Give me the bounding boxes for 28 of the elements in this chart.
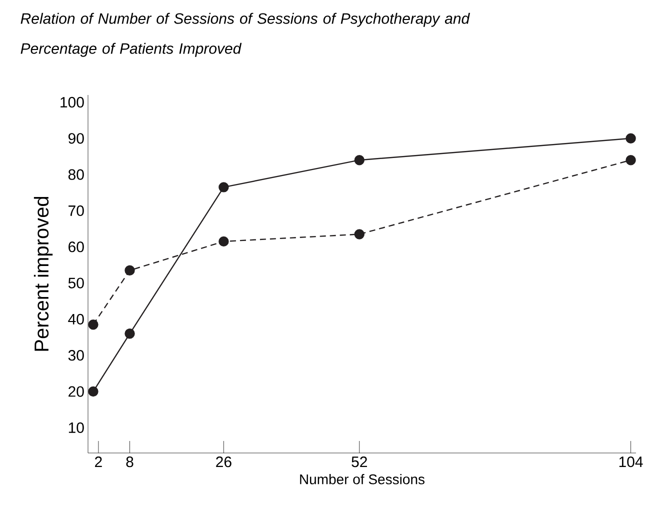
y-tick-label: 50 (68, 278, 84, 288)
y-axis-title: Percent improved (34, 196, 53, 351)
point (218, 182, 229, 192)
y-tick-label: 70 (68, 205, 84, 216)
point (124, 265, 135, 276)
y-tick-label: 80 (68, 169, 84, 180)
point (626, 133, 636, 144)
y-tick-label: 60 (68, 242, 84, 252)
y-tick-label: 10 (68, 422, 84, 433)
x-tick-label: 8 (126, 456, 134, 468)
point (354, 229, 364, 240)
y-tick-label: 30 (68, 350, 84, 361)
y-tick-label: 100 (60, 96, 84, 108)
y-tick-label: 40 (68, 314, 84, 324)
y-tick-label: 20 (68, 386, 84, 397)
point (88, 320, 98, 330)
x-tick-label: 104 (619, 456, 643, 468)
point (88, 386, 98, 397)
x-axis-title: Number of Sessions (300, 474, 424, 484)
chart-title: Relation of Number of Sessions of Sessions of Psychotherapy and Percentage of Patients Improved (20, 12, 470, 57)
x-tick-label: 52 (352, 456, 367, 468)
point (124, 328, 135, 339)
x-tick-label: 2 (95, 456, 102, 467)
point (218, 236, 229, 247)
x-tick-label: 26 (216, 456, 232, 468)
point (354, 154, 364, 166)
point (626, 154, 636, 166)
y-tick-label: 90 (68, 133, 84, 144)
